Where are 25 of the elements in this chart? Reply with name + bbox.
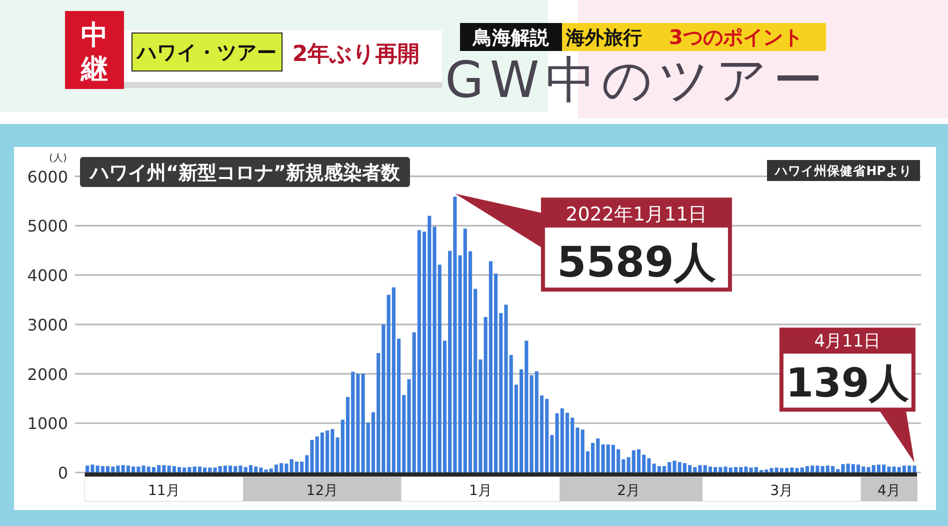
x-tick-label: 11月 — [148, 483, 180, 499]
text: ハワイ・ツアー — [135, 41, 277, 64]
y-tick-label: 2000 — [27, 364, 68, 384]
y-tick-label: 6000 — [27, 167, 68, 186]
y-tick-label: 4000 — [27, 266, 68, 286]
text: 中継 — [80, 20, 108, 85]
annotation: 4月11日 139人 — [786, 332, 910, 407]
x-tick-label: 4月 — [877, 483, 900, 499]
text: GW中のツアー — [445, 51, 823, 109]
annotation: ハワイ州保健省HPより — [774, 163, 912, 178]
x-tick-label: 2月 — [617, 483, 640, 499]
chart-title: ハワイ州“新型コロナ”新規感染者数 — [88, 162, 401, 184]
annotation: 2022年1月11日 5589人 — [556, 204, 716, 287]
y-tick-label: 1000 — [27, 414, 68, 434]
text: 3つのポイント — [669, 25, 803, 50]
text: 鳥海解説 — [472, 26, 550, 49]
text: 2年ぶり再開 — [292, 42, 420, 67]
y-axis-title: (人) — [49, 153, 67, 164]
x-tick-label: 3月 — [770, 483, 794, 499]
y-tick-label: 0 — [58, 464, 68, 482]
text: 海外旅行 — [565, 26, 642, 49]
x-tick-label: 1月 — [469, 483, 492, 499]
y-tick-label: 3000 — [27, 315, 68, 334]
y-tick-label: 5000 — [27, 216, 68, 236]
x-tick-label: 12月 — [306, 483, 338, 499]
